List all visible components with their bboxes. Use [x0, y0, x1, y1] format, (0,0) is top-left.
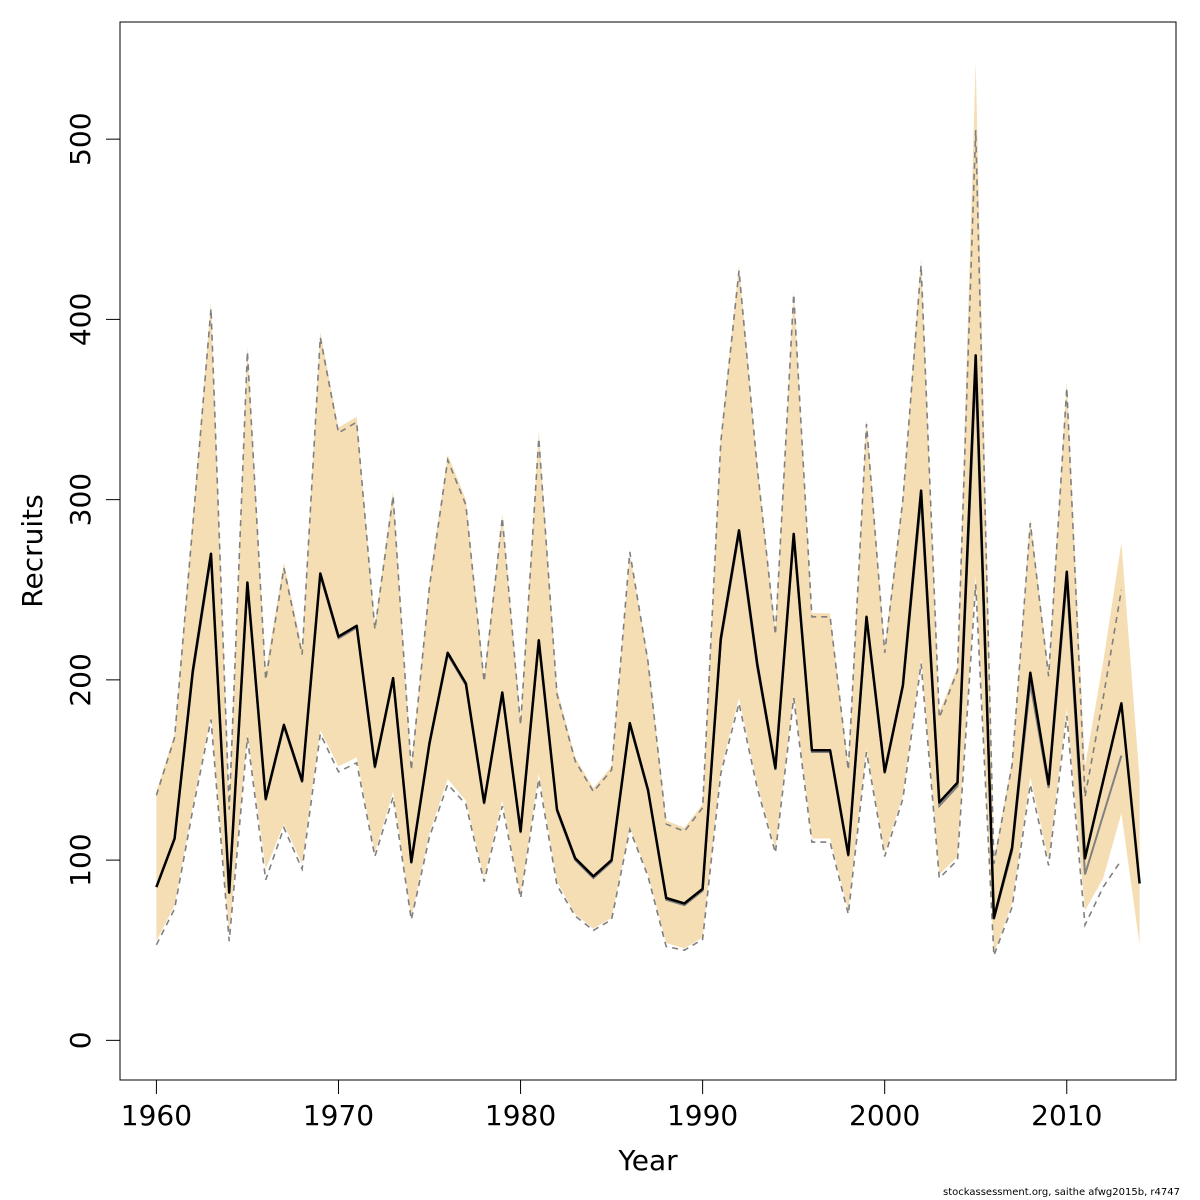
y-tick-label: 100 — [64, 833, 97, 886]
y-tick-label: 400 — [64, 293, 97, 346]
x-tick-label: 1980 — [485, 1099, 556, 1132]
estimate-lines-layer — [155, 354, 1141, 920]
previous-ci-layer — [155, 130, 1123, 956]
x-tick-label: 1960 — [121, 1099, 192, 1132]
y-tick-label: 0 — [64, 1031, 97, 1049]
x-tick-label: 1990 — [667, 1099, 738, 1132]
x-tick-label: 1970 — [303, 1099, 374, 1132]
x-tick-label: 2010 — [1031, 1099, 1102, 1132]
y-axis-title: Recruits — [16, 494, 49, 607]
axes-layer: 1960 1970 1980 1990 2000 2010 0 100 200 300 400 500 — [64, 112, 1102, 1132]
y-tick-label: 500 — [64, 112, 97, 165]
previous-ci-lower-line — [155, 584, 1123, 956]
y-tick-label: 300 — [64, 473, 97, 526]
y-tick-label: 200 — [64, 653, 97, 706]
x-axis-title: Year — [617, 1144, 678, 1177]
previous-ci-upper-line — [155, 130, 1123, 864]
x-tick-label: 2000 — [849, 1099, 920, 1132]
footer-note: stockassessment.org, saithe afwg2015b, r… — [943, 1187, 1180, 1198]
plot-frame — [119, 21, 1177, 1081]
current-estimate-line — [155, 354, 1141, 920]
